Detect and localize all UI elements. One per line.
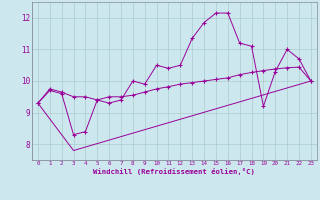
X-axis label: Windchill (Refroidissement éolien,°C): Windchill (Refroidissement éolien,°C) (93, 168, 255, 175)
